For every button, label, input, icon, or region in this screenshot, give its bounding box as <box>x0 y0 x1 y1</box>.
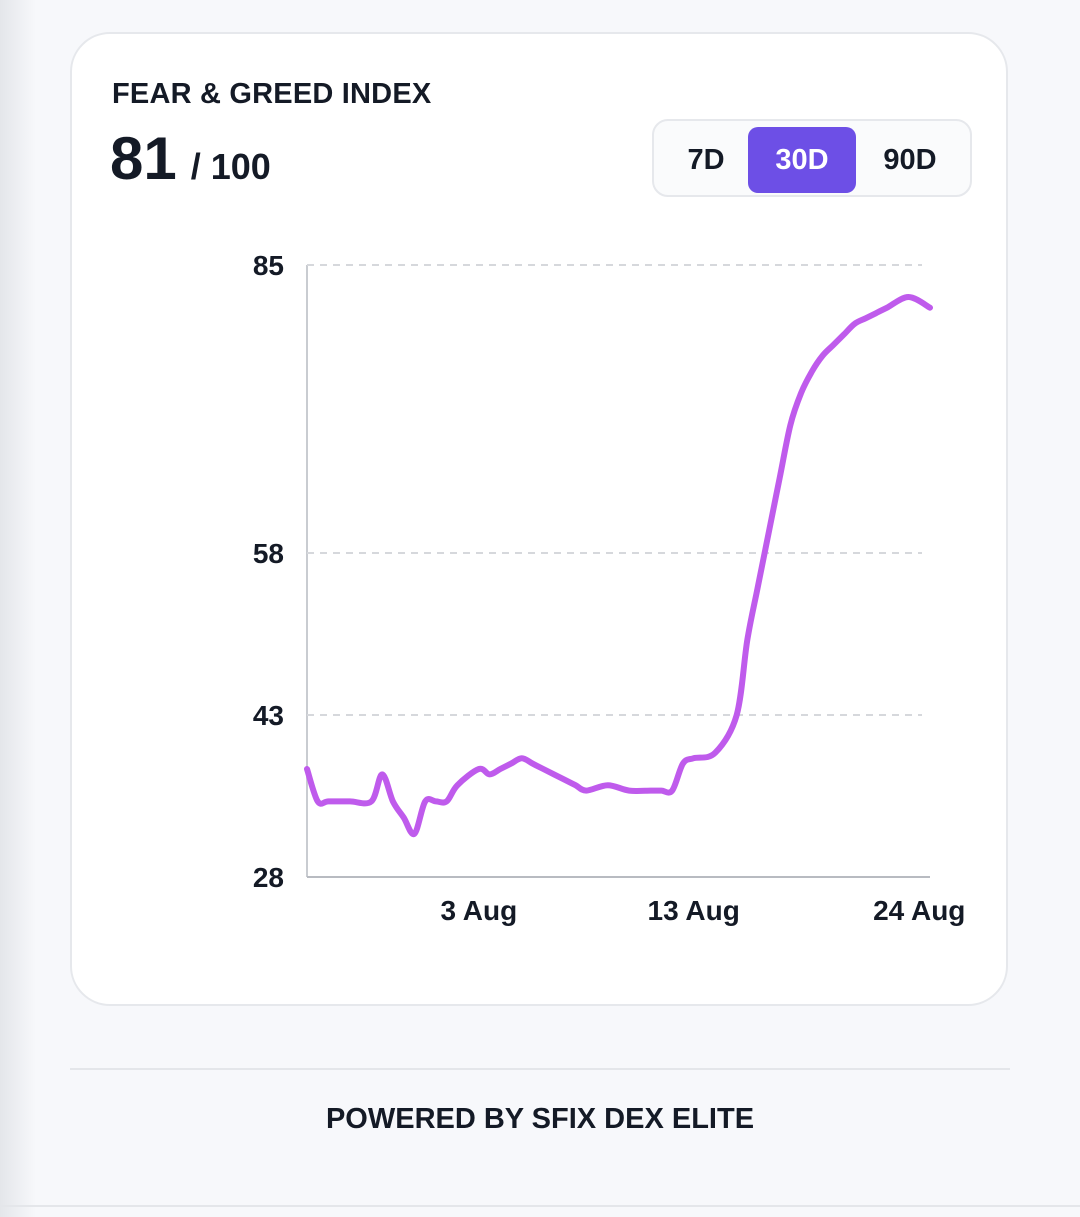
y-tick-label-58: 58 <box>253 538 284 569</box>
x-tick-label-2: 13 Aug <box>648 895 740 926</box>
x-tick-label-1: 3 Aug <box>440 895 517 926</box>
fear-greed-line-chart: 28 43 58 85 3 Aug 13 Aug 24 Aug <box>253 250 966 926</box>
range-90d-button[interactable]: 90D <box>883 143 937 176</box>
powered-by-text: POWERED BY SFIX DEX ELITE <box>325 1103 755 1135</box>
y-tick-label-43: 43 <box>253 700 284 731</box>
score-max: / 100 <box>190 146 271 187</box>
fear-greed-card: FEAR & GREED INDEX 81 / 100 7D 30D 90D <box>70 32 1008 1006</box>
x-tick-label-3: 24 Aug <box>873 895 965 926</box>
card-title: FEAR & GREED INDEX <box>112 78 432 110</box>
bottom-divider <box>0 1205 1080 1207</box>
range-selector: 7D 30D 90D <box>652 119 972 197</box>
left-edge-shade <box>0 0 36 1217</box>
score-display: 81 / 100 <box>110 124 271 193</box>
score-value: 81 <box>110 125 177 192</box>
range-30d-button[interactable]: 30D <box>748 127 856 193</box>
series-line-0 <box>304 294 933 838</box>
footer-divider <box>70 1068 1010 1070</box>
y-tick-label-28: 28 <box>253 862 284 893</box>
range-7d-button[interactable]: 7D <box>687 143 725 176</box>
y-tick-label-85: 85 <box>253 250 284 281</box>
